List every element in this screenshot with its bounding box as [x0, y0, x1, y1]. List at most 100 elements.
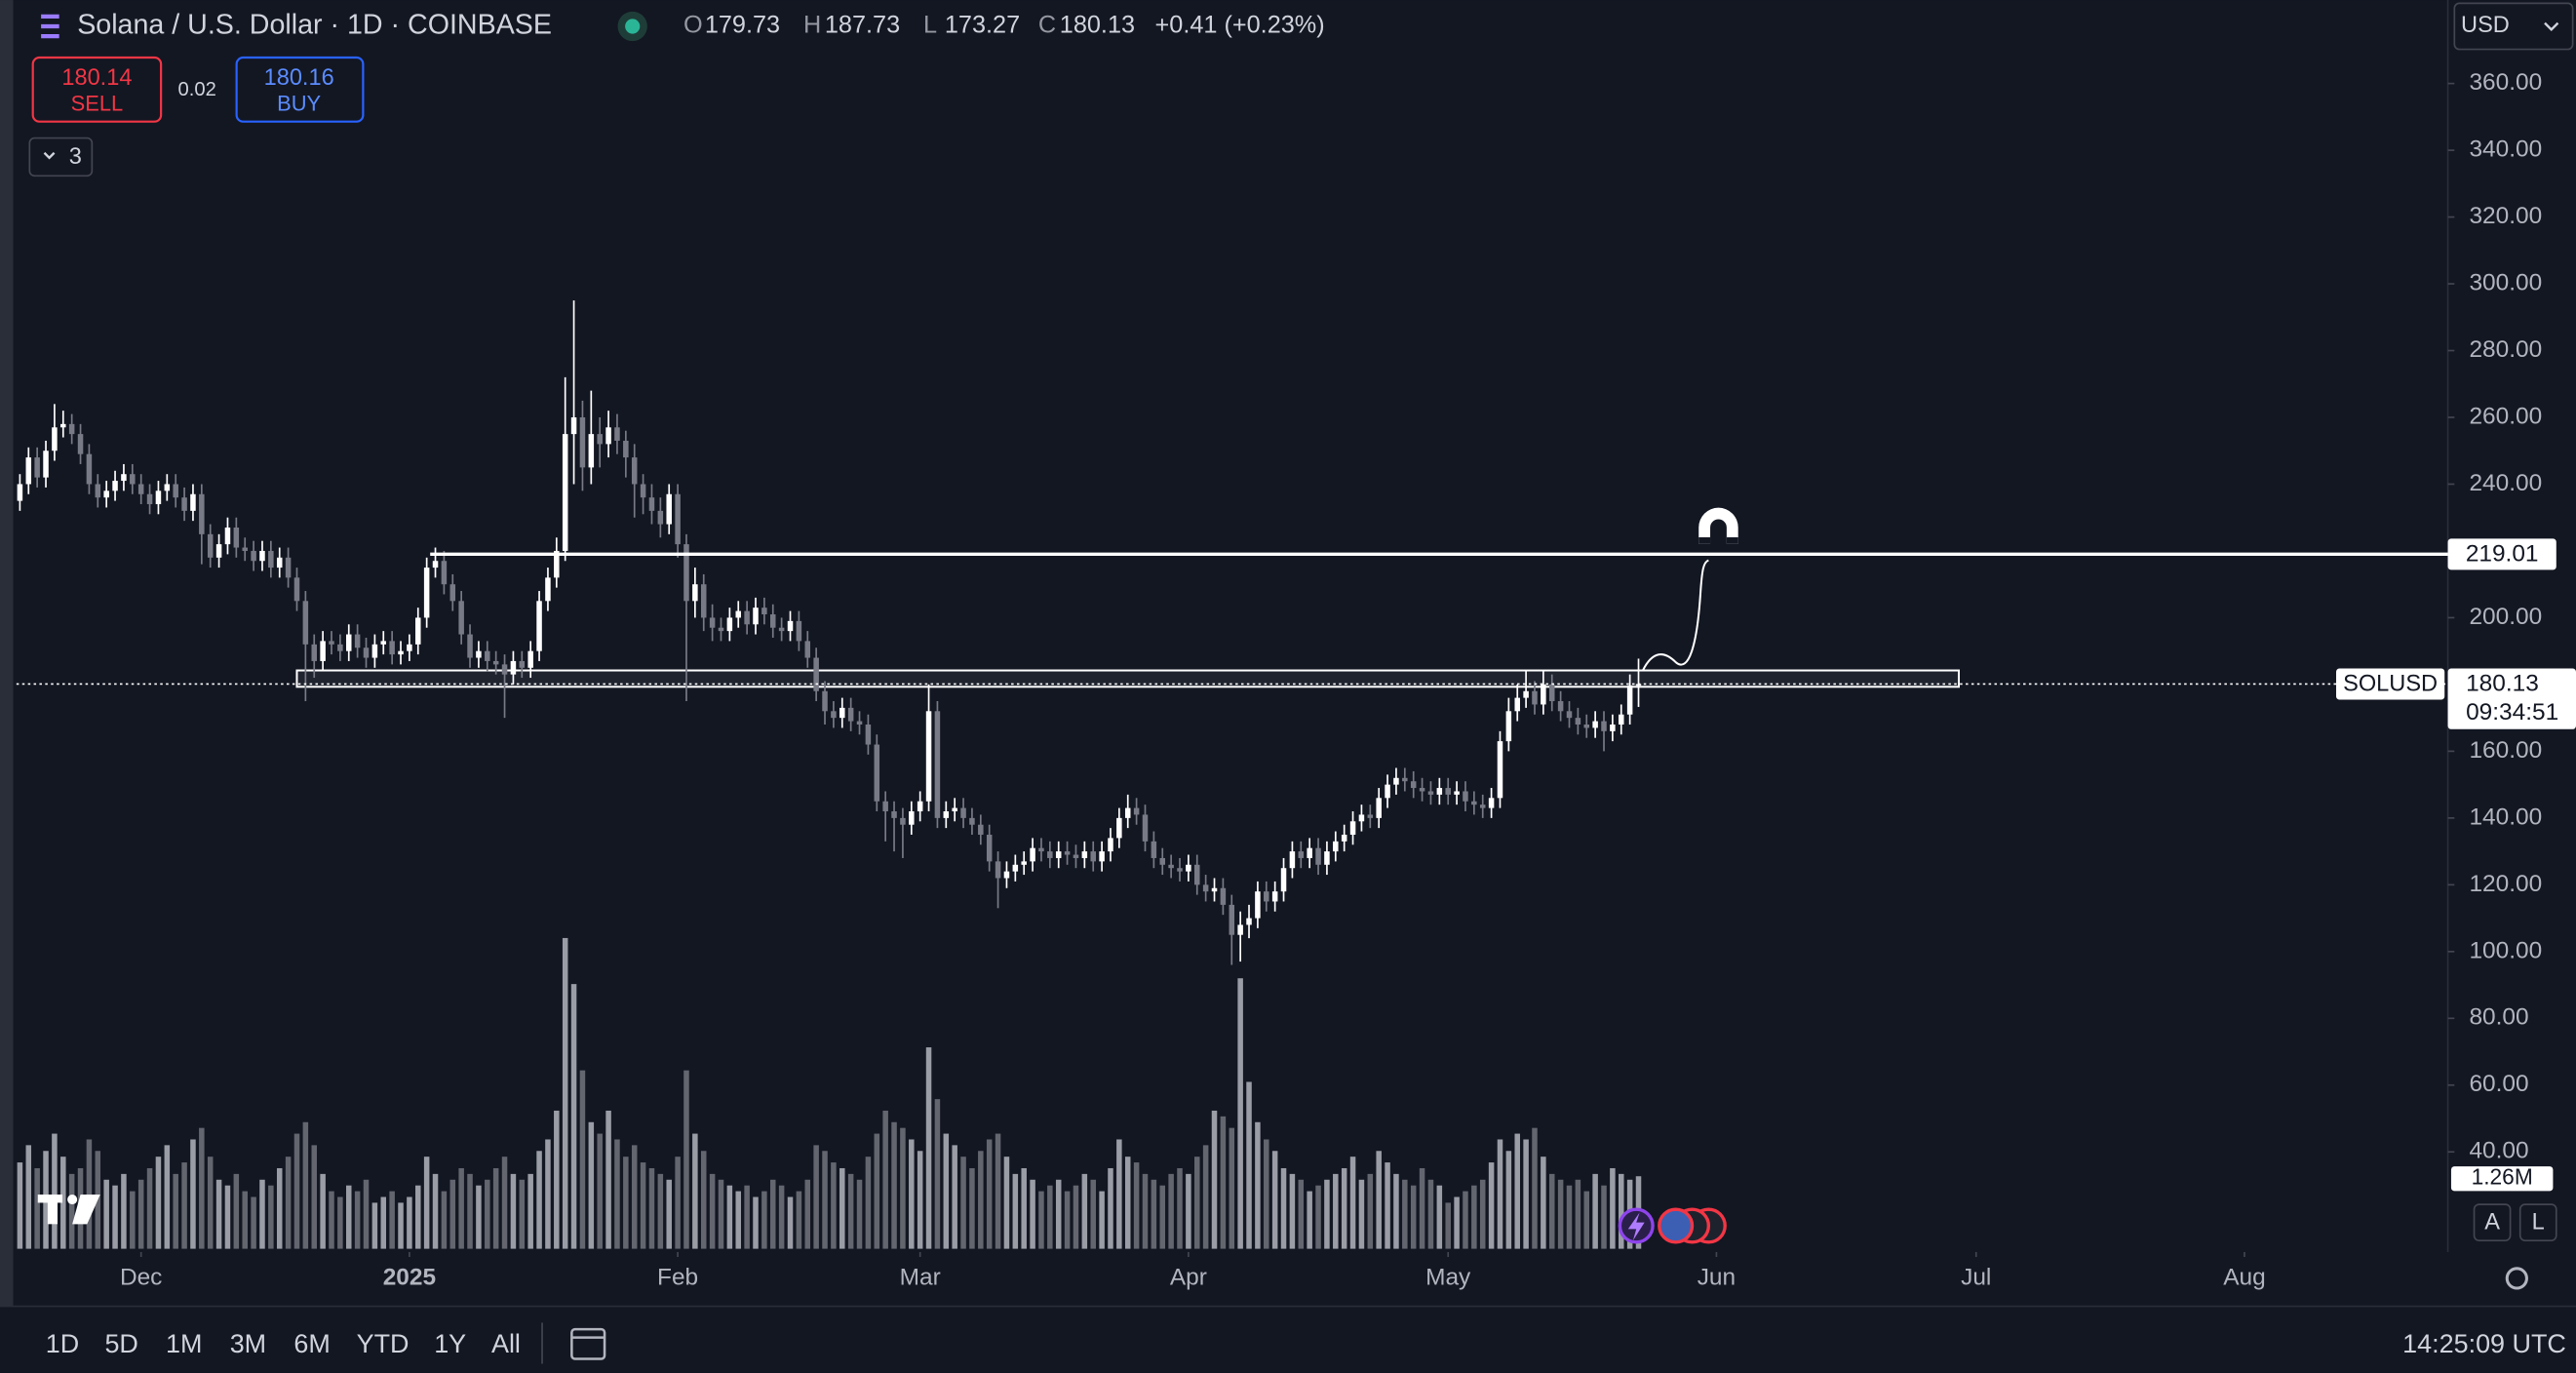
candle-body	[1471, 801, 1477, 805]
candle-body	[492, 660, 499, 665]
candle-body	[753, 608, 759, 625]
volume-bar	[130, 1191, 136, 1249]
date-range-icon[interactable]	[570, 1327, 606, 1360]
range-button[interactable]: 6M	[293, 1329, 330, 1358]
volume-bar	[1376, 1151, 1382, 1249]
y-tick-label: 360.00	[2469, 69, 2542, 96]
volume-bar	[1402, 1179, 1408, 1249]
volume-bar	[1583, 1191, 1590, 1249]
candle-body	[259, 550, 265, 562]
volume-bar	[995, 1133, 1001, 1249]
event-icons[interactable]	[1618, 1207, 1727, 1244]
candle-body	[137, 484, 144, 494]
candle-body	[320, 641, 326, 661]
candle-body	[371, 644, 378, 658]
x-tick-label: Dec	[120, 1264, 162, 1290]
symbol-tag	[2335, 668, 2445, 700]
candle-body	[1220, 887, 1227, 905]
candle-body	[389, 641, 395, 655]
volume-bar	[1108, 1167, 1113, 1249]
volume-bar	[735, 1191, 741, 1249]
x-tick-label: May	[1425, 1264, 1471, 1290]
volume-bar	[631, 1145, 638, 1249]
candle-body	[735, 610, 741, 618]
indicator-count: 3	[69, 143, 82, 169]
range-button[interactable]: 1D	[46, 1329, 79, 1358]
candle-body	[77, 434, 84, 454]
settings-icon[interactable]	[2505, 1267, 2528, 1290]
currency-select[interactable]	[2453, 2, 2574, 51]
spread: 0.02	[178, 79, 216, 100]
volume-bar	[510, 1173, 517, 1249]
candle-body	[519, 660, 526, 668]
volume-bar	[329, 1191, 334, 1249]
candle-body	[1298, 851, 1305, 858]
sell-button[interactable]	[31, 56, 163, 123]
volume-bar	[199, 1127, 205, 1249]
candle-body	[1151, 841, 1157, 858]
candle-body	[1047, 851, 1053, 858]
volume-bar	[1186, 1173, 1191, 1249]
candle-body	[1307, 847, 1312, 858]
x-tick-label: Apr	[1170, 1264, 1207, 1290]
candle-body	[709, 617, 716, 628]
volume-bar	[753, 1196, 759, 1249]
event-icon[interactable]	[1658, 1207, 1695, 1244]
y-tick-label: 200.00	[2469, 604, 2542, 630]
scale-button[interactable]	[2518, 1203, 2557, 1242]
range-button[interactable]: 3M	[230, 1329, 266, 1358]
volume-bar	[1307, 1191, 1312, 1249]
volume-bar	[1427, 1179, 1434, 1249]
range-button[interactable]: 1Y	[434, 1329, 466, 1358]
buy-button[interactable]	[235, 56, 365, 123]
candle-body	[251, 550, 256, 562]
candle-body	[1575, 718, 1581, 725]
y-tick-label: 100.00	[2469, 937, 2542, 963]
range-button[interactable]: YTD	[357, 1329, 410, 1358]
lightning-icon	[1627, 1212, 1645, 1241]
volume-bar	[1505, 1151, 1512, 1249]
volume-bar	[1592, 1173, 1598, 1249]
candle-body	[874, 744, 880, 802]
candle-body	[181, 497, 187, 511]
range-button[interactable]: 1M	[166, 1329, 202, 1358]
volume-bar	[554, 1110, 560, 1249]
candle-body	[1358, 814, 1365, 822]
scale-button[interactable]	[2473, 1203, 2512, 1242]
volume-bar	[1021, 1167, 1027, 1249]
volume-bar	[1211, 1110, 1218, 1249]
range-button[interactable]: All	[491, 1329, 521, 1358]
candle-body	[1142, 814, 1149, 842]
candle-body	[761, 608, 767, 615]
volume-bar	[1271, 1151, 1278, 1249]
candle-body	[43, 451, 49, 478]
candle-body	[623, 440, 629, 458]
y-tick-label: 40.00	[2469, 1138, 2528, 1164]
range-button[interactable]: 5D	[104, 1329, 137, 1358]
volume-bar	[1159, 1185, 1165, 1249]
candle-body	[1038, 847, 1044, 852]
volume-bar	[865, 1157, 872, 1249]
candle-body	[1402, 777, 1408, 782]
candle-body	[1194, 864, 1200, 885]
x-tick-label: Feb	[657, 1264, 698, 1290]
volume-bar	[1280, 1167, 1287, 1249]
x-tick-label: Aug	[2223, 1264, 2265, 1290]
volume-bar	[978, 1151, 984, 1249]
candle-body	[52, 427, 58, 451]
candle-body	[640, 484, 646, 498]
price-tag	[2447, 538, 2556, 570]
volume-bar	[380, 1196, 387, 1249]
symbol-title: Solana / U.S. Dollar · 1D · COINBASE	[77, 10, 552, 41]
volume-bar	[675, 1157, 681, 1249]
candle-body	[485, 650, 490, 661]
volume-bar	[207, 1157, 214, 1249]
volume-bar	[1003, 1157, 1010, 1249]
volume-bar	[320, 1173, 326, 1249]
indicator-toggle[interactable]	[28, 137, 94, 177]
candle-body	[1548, 684, 1555, 702]
candle-body	[657, 510, 664, 525]
volume-bar	[1619, 1173, 1624, 1249]
volume-bar	[700, 1151, 707, 1249]
candle-body	[199, 493, 205, 534]
